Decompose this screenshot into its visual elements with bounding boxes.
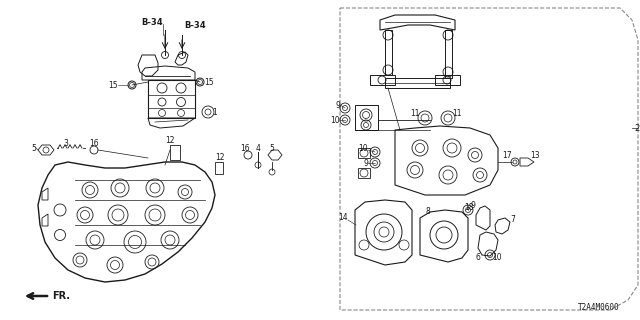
- Text: 10: 10: [330, 116, 340, 124]
- Text: 11: 11: [452, 108, 461, 117]
- Text: 2: 2: [634, 124, 639, 132]
- Text: 10: 10: [492, 253, 502, 262]
- Text: 3: 3: [63, 139, 68, 148]
- Text: 12: 12: [165, 135, 175, 145]
- Text: 9: 9: [363, 158, 368, 167]
- Text: B-34: B-34: [141, 18, 163, 27]
- Text: 5: 5: [31, 143, 36, 153]
- Text: 1: 1: [212, 108, 217, 116]
- Text: 10: 10: [358, 143, 368, 153]
- Text: 12: 12: [215, 153, 225, 162]
- Text: B-34: B-34: [184, 20, 205, 29]
- Bar: [215, 162, 223, 174]
- Text: 16: 16: [240, 143, 250, 153]
- Text: 11: 11: [410, 108, 420, 117]
- Text: T2A4M0600: T2A4M0600: [579, 303, 620, 312]
- Text: 9: 9: [470, 201, 475, 210]
- Text: 15: 15: [108, 81, 118, 90]
- Text: 16: 16: [89, 139, 99, 148]
- Text: 13: 13: [530, 150, 540, 159]
- Text: 5: 5: [269, 143, 275, 153]
- Text: 7: 7: [510, 215, 515, 225]
- Text: 15: 15: [204, 77, 214, 86]
- Text: 4: 4: [255, 143, 260, 153]
- Text: 6: 6: [476, 253, 481, 262]
- Text: FR.: FR.: [52, 291, 70, 301]
- Text: 18: 18: [465, 204, 474, 212]
- Text: 8: 8: [426, 207, 430, 217]
- Text: 14: 14: [339, 213, 348, 222]
- Bar: [170, 145, 180, 160]
- Text: 9: 9: [335, 100, 340, 109]
- Text: 17: 17: [502, 150, 512, 159]
